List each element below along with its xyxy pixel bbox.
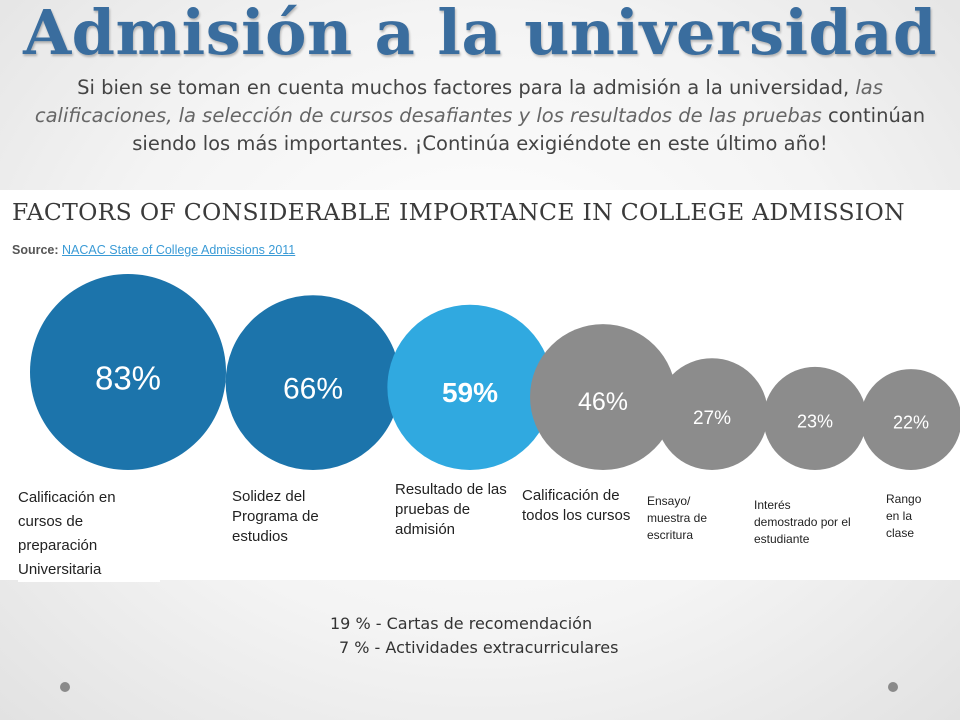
intro-part-2: las calificaciones, la selección de curs… [34,76,883,127]
intro-text: Si bien se toman en cuenta muchos factor… [30,74,930,158]
nav-dot-left [60,682,70,692]
intro-part-3: continúan siendo los más importantes. ¡C… [132,104,926,155]
category-label-5: Interés demostrado por el estudiante [754,497,854,548]
bubble-0 [30,274,226,470]
bubble-3 [530,324,676,470]
chart-source: Source: NACAC State of College Admission… [12,243,295,257]
category-label-3: Calificación de todos los cursos [522,486,637,526]
bubble-value-label-4: 27% [693,408,731,429]
category-label-0: Calificación en cursos de preparación Un… [18,486,160,582]
bubble-6 [860,369,960,470]
nav-dot-right [888,682,898,692]
source-link[interactable]: NACAC State of College Admissions 2011 [62,243,296,257]
bubble-5 [763,366,867,471]
page-title: Admisión a la universidad [23,0,937,69]
intro-part-1: Si bien se toman en cuenta muchos factor… [77,76,856,99]
bubble-value-label-0: 83% [95,360,161,397]
bubble-1 [225,295,401,471]
bubble-value-label-1: 66% [283,372,343,405]
bubble-value-label-6: 22% [893,413,929,433]
category-label-6: Rango en la clase [886,491,938,542]
category-label-1: Solidez del Programa de estudios [232,487,362,547]
bubble-value-label-5: 23% [797,412,833,432]
extra-line-2: 7 % - Actividades extracurriculares [339,638,619,657]
bubble-value-label-2: 59% [442,377,498,408]
source-label: Source: [12,243,59,257]
chart-title: FACTORS OF CONSIDERABLE IMPORTANCE IN CO… [12,198,905,226]
bubble-2 [387,304,553,470]
bubble-4 [656,358,768,470]
extra-line-1: 19 % - Cartas de recomendación [330,614,593,633]
category-label-2: Resultado de las pruebas de admisión [395,480,515,540]
category-label-4: Ensayo/ muestra de escritura [647,493,713,544]
bubble-value-label-3: 46% [578,388,628,416]
